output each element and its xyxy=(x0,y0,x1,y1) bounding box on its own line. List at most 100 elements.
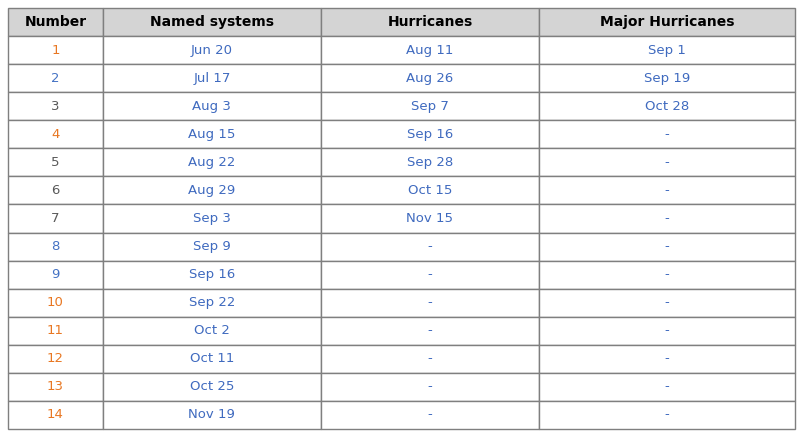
Text: Nov 15: Nov 15 xyxy=(406,212,453,225)
Text: Aug 11: Aug 11 xyxy=(406,44,453,57)
Bar xyxy=(321,64,538,92)
Bar xyxy=(8,8,103,36)
Bar xyxy=(8,64,103,92)
Text: -: - xyxy=(664,409,669,421)
Bar xyxy=(8,36,103,64)
Bar xyxy=(103,260,321,289)
Text: -: - xyxy=(664,240,669,253)
Bar xyxy=(103,92,321,120)
Bar xyxy=(8,120,103,148)
Bar xyxy=(8,289,103,317)
Bar xyxy=(103,205,321,232)
Bar xyxy=(103,64,321,92)
Bar xyxy=(8,260,103,289)
Text: -: - xyxy=(427,352,431,365)
Text: -: - xyxy=(664,268,669,281)
Text: 2: 2 xyxy=(51,72,59,85)
Text: Sep 28: Sep 28 xyxy=(407,156,452,169)
Text: 7: 7 xyxy=(51,212,59,225)
Text: 6: 6 xyxy=(51,184,59,197)
Bar xyxy=(321,260,538,289)
Text: 10: 10 xyxy=(47,296,64,309)
Text: Jun 20: Jun 20 xyxy=(191,44,233,57)
Text: 3: 3 xyxy=(51,100,59,113)
Text: Oct 11: Oct 11 xyxy=(189,352,233,365)
Bar xyxy=(538,401,794,429)
Bar xyxy=(103,120,321,148)
Text: Aug 3: Aug 3 xyxy=(192,100,231,113)
Bar xyxy=(321,317,538,345)
Text: Number: Number xyxy=(24,15,87,29)
Text: Sep 7: Sep 7 xyxy=(411,100,448,113)
Text: -: - xyxy=(427,268,431,281)
Bar xyxy=(538,373,794,401)
Text: 12: 12 xyxy=(47,352,64,365)
Text: Oct 25: Oct 25 xyxy=(189,380,233,393)
Bar xyxy=(8,92,103,120)
Bar xyxy=(321,373,538,401)
Bar xyxy=(8,177,103,205)
Bar xyxy=(103,232,321,260)
Bar xyxy=(321,232,538,260)
Bar xyxy=(538,148,794,177)
Text: Sep 16: Sep 16 xyxy=(407,128,452,141)
Text: -: - xyxy=(427,409,431,421)
Text: Major Hurricanes: Major Hurricanes xyxy=(599,15,733,29)
Text: Nov 19: Nov 19 xyxy=(188,409,235,421)
Bar xyxy=(538,260,794,289)
Bar xyxy=(103,289,321,317)
Bar xyxy=(538,232,794,260)
Text: Aug 29: Aug 29 xyxy=(188,184,235,197)
Bar xyxy=(103,345,321,373)
Text: -: - xyxy=(427,324,431,337)
Text: -: - xyxy=(427,296,431,309)
Text: 11: 11 xyxy=(47,324,64,337)
Bar xyxy=(103,373,321,401)
Bar xyxy=(321,345,538,373)
Bar xyxy=(8,205,103,232)
Text: -: - xyxy=(664,324,669,337)
Bar xyxy=(321,289,538,317)
Bar xyxy=(321,205,538,232)
Bar xyxy=(8,317,103,345)
Bar xyxy=(321,36,538,64)
Text: Sep 3: Sep 3 xyxy=(192,212,230,225)
Bar xyxy=(321,401,538,429)
Text: Jul 17: Jul 17 xyxy=(193,72,230,85)
Bar xyxy=(8,232,103,260)
Bar xyxy=(538,289,794,317)
Text: Sep 22: Sep 22 xyxy=(188,296,235,309)
Bar xyxy=(8,401,103,429)
Bar xyxy=(103,8,321,36)
Text: 13: 13 xyxy=(47,380,64,393)
Text: 14: 14 xyxy=(47,409,64,421)
Bar xyxy=(538,8,794,36)
Bar xyxy=(321,177,538,205)
Bar xyxy=(538,36,794,64)
Text: 8: 8 xyxy=(51,240,59,253)
Text: 1: 1 xyxy=(51,44,59,57)
Bar xyxy=(103,148,321,177)
Text: 4: 4 xyxy=(51,128,59,141)
Text: 5: 5 xyxy=(51,156,59,169)
Bar xyxy=(538,120,794,148)
Text: -: - xyxy=(664,380,669,393)
Text: Aug 22: Aug 22 xyxy=(188,156,235,169)
Bar xyxy=(538,345,794,373)
Text: Oct 28: Oct 28 xyxy=(644,100,688,113)
Text: 9: 9 xyxy=(51,268,59,281)
Bar xyxy=(538,177,794,205)
Text: -: - xyxy=(664,352,669,365)
Bar xyxy=(321,148,538,177)
Text: -: - xyxy=(664,296,669,309)
Bar xyxy=(538,317,794,345)
Text: -: - xyxy=(664,128,669,141)
Text: -: - xyxy=(427,380,431,393)
Bar xyxy=(321,120,538,148)
Bar xyxy=(103,36,321,64)
Text: Sep 19: Sep 19 xyxy=(643,72,689,85)
Bar xyxy=(321,92,538,120)
Text: Named systems: Named systems xyxy=(150,15,273,29)
Text: Hurricanes: Hurricanes xyxy=(387,15,472,29)
Text: -: - xyxy=(664,212,669,225)
